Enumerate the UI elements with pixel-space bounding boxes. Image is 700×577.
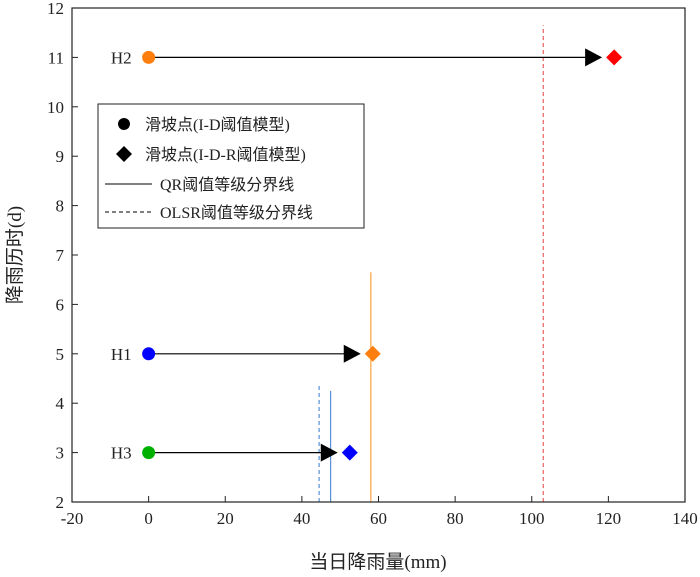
legend-box — [97, 103, 365, 229]
y-tick-label: 10 — [47, 98, 64, 117]
y-tick-label: 6 — [56, 295, 65, 314]
y-tick-label: 12 — [47, 0, 64, 18]
x-tick-label: 40 — [293, 509, 310, 528]
idr-model-point — [364, 345, 381, 362]
plot-frame — [71, 7, 686, 503]
id-model-point — [142, 446, 156, 460]
legend-label-idr-model: 滑坡点(I-D-R阈值模型) — [145, 146, 306, 164]
x-tick-label: 60 — [370, 509, 387, 528]
x-tick-label: -20 — [61, 509, 84, 528]
y-tick-label: 2 — [56, 493, 65, 512]
y-tick-label: 8 — [56, 197, 65, 216]
x-tick-label: 20 — [217, 509, 234, 528]
arrow-head — [320, 443, 338, 462]
x-tick-label: 80 — [447, 509, 464, 528]
x-tick-label: 120 — [596, 509, 622, 528]
x-tick-label: 140 — [672, 509, 698, 528]
legend: 滑坡点(I-D阈值模型) 滑坡点(I-D-R阈值模型) QR阈值等级分界线 OL… — [97, 103, 365, 229]
y-tick-label: 9 — [56, 147, 65, 166]
arrow-head — [585, 48, 603, 67]
y-tick-label: 3 — [56, 444, 65, 463]
plot-layer: H2 H1 H3 — [111, 25, 623, 502]
legend-label-qr: QR阈值等级分界线 — [160, 176, 294, 194]
y-tick-label: 4 — [56, 394, 65, 413]
legend-label-id-model: 滑坡点(I-D阈值模型) — [145, 116, 290, 134]
point-label: H2 — [111, 48, 132, 67]
legend-label-olsr: OLSR阈值等级分界线 — [160, 204, 313, 222]
point-label: H1 — [111, 345, 132, 364]
id-model-point — [142, 347, 156, 361]
ticks-layer: -20 0 20 40 60 80 100 120 140 2 3 4 5 6 7 8 9 10 11 12 — [47, 0, 698, 528]
y-tick-label: 11 — [48, 48, 64, 67]
point-label: H3 — [111, 444, 132, 463]
x-tick-label: 0 — [144, 509, 153, 528]
legend-diamond-marker — [116, 146, 132, 162]
y-axis-title: 降雨历时(d) — [4, 206, 26, 304]
id-model-point — [142, 50, 156, 64]
y-tick-label: 7 — [56, 246, 65, 265]
arrow-head — [343, 344, 361, 363]
y-tick-label: 5 — [56, 345, 65, 364]
x-tick-label: 100 — [519, 509, 545, 528]
x-axis-title: 当日降雨量(mm) — [309, 551, 446, 573]
legend-circle-marker — [118, 118, 130, 130]
idr-model-point — [341, 444, 358, 461]
idr-model-point — [606, 49, 623, 66]
